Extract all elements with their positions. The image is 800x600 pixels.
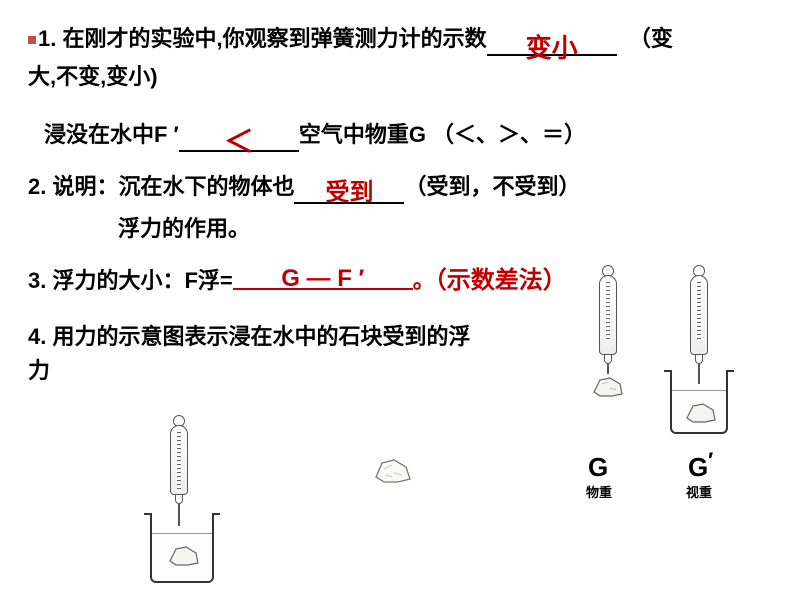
right-diagram-area: G 物重 G ′ 视重	[560, 260, 780, 510]
question-1-line1: 1. 在刚才的实验中,你观察到弹簧测力计的示数变小 （变	[28, 22, 772, 56]
q3-dot: 。	[413, 268, 435, 293]
q1-blank: 变小	[487, 30, 617, 56]
wire	[607, 364, 609, 374]
center-rock	[370, 455, 414, 485]
rock-icon	[683, 400, 719, 424]
hook-icon	[175, 494, 183, 504]
label-prime: ′	[708, 448, 713, 474]
q2-blank: 受到	[294, 178, 404, 204]
label-shizong: 视重	[686, 482, 712, 501]
hook-icon	[695, 354, 703, 364]
label-wuzong: 物重	[586, 482, 612, 501]
q1-answer: 变小	[526, 33, 578, 63]
spring-scale-air	[590, 265, 626, 398]
beaker-icon	[150, 515, 214, 583]
question-1b: 浸没在水中F ′＜空气中物重G （＜、＞、＝）	[28, 118, 772, 152]
question-2-line1: 2. 说明：沉在水下的物体也 受到 （受到，不受到）	[28, 170, 772, 204]
scale-body	[170, 425, 188, 495]
q1-suffix1: （变	[629, 26, 673, 51]
q3-answer: G — F ′	[281, 265, 364, 292]
q2-answer: 受到	[325, 179, 373, 206]
scale-body	[599, 275, 617, 355]
q1b-prefix: 浸没在水中F ′	[44, 122, 179, 147]
q1-prefix: 1. 在刚才的实验中,你观察到弹簧测力计的示数	[38, 26, 487, 51]
hook-icon	[604, 354, 612, 364]
bottom-left-diagram	[120, 415, 260, 595]
label-g-air: G	[588, 452, 608, 483]
beaker-icon	[670, 372, 728, 434]
q3-blank: G — F ′	[233, 262, 413, 290]
label-g-water: G	[688, 452, 708, 483]
q1b-blank: ＜	[179, 126, 299, 152]
q2-line2: 浮力的作用。	[118, 216, 250, 241]
q1-line2: 大,不变,变小)	[28, 64, 158, 89]
question-4: 4. 用力的示意图表示浸在水中的石块受到的浮力	[28, 320, 488, 388]
spring-scale-water	[690, 265, 708, 384]
scale-body	[690, 275, 708, 355]
rock-icon	[590, 374, 626, 398]
q1b-answer: ＜	[224, 126, 254, 159]
q2-prefix: 2. 说明：沉在水下的物体也	[28, 174, 294, 199]
q2-suffix: （受到，不受到）	[404, 174, 580, 199]
question-2-line2: 浮力的作用。	[28, 212, 772, 246]
bullet-icon	[28, 36, 36, 44]
q1b-suffix: 空气中物重G （＜、＞、＝）	[299, 122, 586, 147]
q4-text: 4. 用力的示意图表示浸在水中的石块受到的浮力	[28, 324, 470, 383]
question-1-line2: 大,不变,变小)	[28, 60, 772, 94]
q3-paren: （示数差法）	[435, 267, 567, 294]
rock-icon	[166, 543, 202, 567]
spring-scale-demo	[170, 415, 188, 526]
q3-prefix: 3. 浮力的大小：F浮=	[28, 268, 233, 293]
